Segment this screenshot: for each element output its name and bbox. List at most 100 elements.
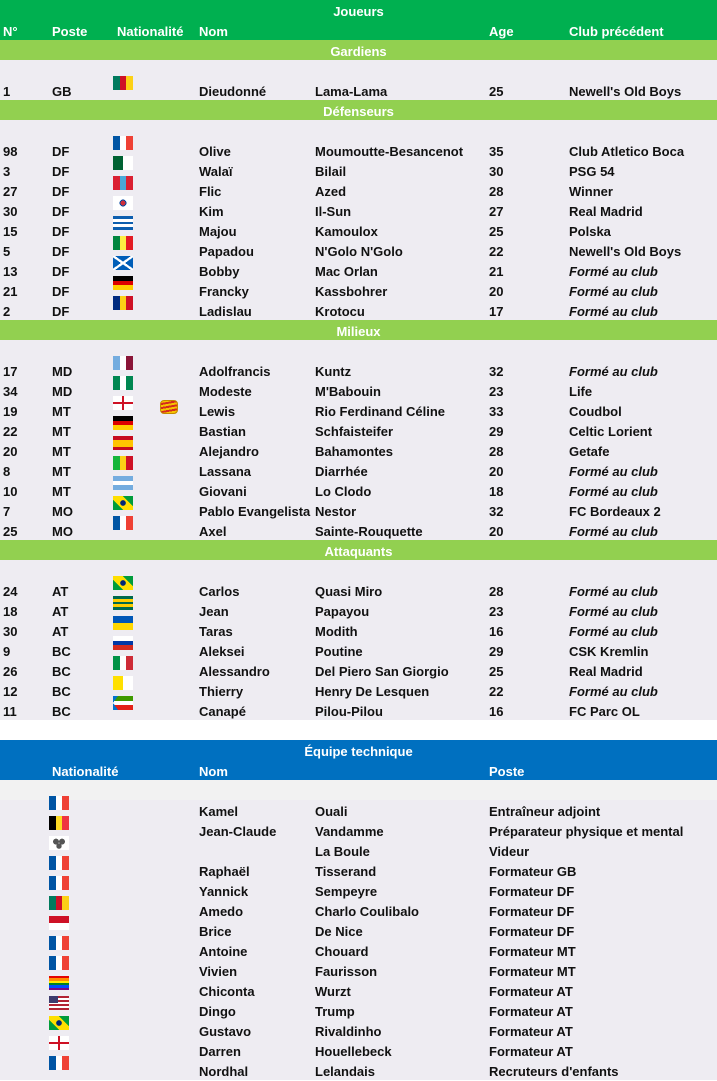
player-last-name[interactable]: Schfaisteifer [315, 424, 394, 439]
staff-first-name[interactable]: Antoine [199, 944, 248, 959]
player-last-name[interactable]: Moumoutte-Besancenot [315, 144, 464, 159]
player-previous-club[interactable]: Formé au club [569, 304, 658, 319]
staff-first-name[interactable]: Kamel [199, 804, 239, 819]
player-previous-club[interactable]: Formé au club [569, 524, 658, 539]
column-header-nom[interactable]: Nom [199, 764, 228, 779]
staff-role[interactable]: Formateur DF [489, 924, 575, 939]
column-header-poste[interactable]: Poste [52, 24, 88, 39]
player-first-name[interactable]: Alejandro [199, 444, 259, 459]
player-first-name[interactable]: Dieudonné [199, 84, 267, 99]
player-position[interactable]: DF [52, 264, 70, 279]
staff-last-name[interactable]: Houellebeck [315, 1044, 392, 1059]
player-previous-club[interactable]: Newell's Old Boys [569, 244, 682, 259]
player-previous-club[interactable]: Club Atletico Boca [569, 144, 685, 159]
column-header-nom[interactable]: Nom [199, 24, 228, 39]
player-first-name[interactable]: Ladislau [199, 304, 252, 319]
player-position[interactable]: DF [52, 244, 70, 259]
player-age[interactable]: 16 [489, 704, 504, 719]
player-previous-club[interactable]: Formé au club [569, 264, 658, 279]
player-previous-club[interactable]: Formé au club [569, 284, 658, 299]
player-last-name[interactable]: Il-Sun [315, 204, 352, 219]
player-first-name[interactable]: Carlos [199, 584, 240, 599]
player-last-name[interactable]: Azed [315, 184, 347, 199]
player-age[interactable]: 28 [489, 184, 504, 199]
player-number[interactable]: 2 [3, 304, 11, 319]
player-age[interactable]: 20 [489, 524, 504, 539]
player-first-name[interactable]: Alessandro [199, 664, 270, 679]
player-first-name[interactable]: Bobby [199, 264, 240, 279]
player-position[interactable]: MT [52, 444, 71, 459]
player-position[interactable]: MT [52, 424, 71, 439]
player-number[interactable]: 13 [3, 264, 18, 279]
player-position[interactable]: MT [52, 404, 71, 419]
player-previous-club[interactable]: Polska [569, 224, 611, 239]
player-previous-club[interactable]: Real Madrid [569, 204, 643, 219]
player-number[interactable]: 1 [3, 84, 11, 99]
section-title[interactable]: Milieux [336, 324, 381, 339]
column-header-nat[interactable]: Nationalité [52, 764, 119, 779]
staff-role[interactable]: Formateur AT [489, 1044, 573, 1059]
staff-role[interactable]: Formateur AT [489, 1024, 573, 1039]
player-number[interactable]: 15 [3, 224, 18, 239]
player-position[interactable]: DF [52, 164, 70, 179]
section-title[interactable]: Défenseurs [323, 104, 394, 119]
player-number[interactable]: 21 [3, 284, 18, 299]
player-last-name[interactable]: Kuntz [315, 364, 352, 379]
player-number[interactable]: 26 [3, 664, 18, 679]
player-number[interactable]: 19 [3, 404, 18, 419]
player-number[interactable]: 8 [3, 464, 11, 479]
player-first-name[interactable]: Bastian [199, 424, 246, 439]
staff-role[interactable]: Formateur AT [489, 1004, 573, 1019]
staff-last-name[interactable]: Lelandais [315, 1064, 375, 1079]
player-previous-club[interactable]: Formé au club [569, 584, 658, 599]
staff-last-name[interactable]: Trump [315, 1004, 355, 1019]
player-first-name[interactable]: Olive [199, 144, 231, 159]
player-position[interactable]: DF [52, 204, 70, 219]
player-age[interactable]: 20 [489, 284, 504, 299]
player-number[interactable]: 30 [3, 204, 18, 219]
player-previous-club[interactable]: PSG 54 [569, 164, 615, 179]
player-age[interactable]: 17 [489, 304, 504, 319]
player-first-name[interactable]: Lassana [199, 464, 252, 479]
player-position[interactable]: MD [52, 364, 73, 379]
staff-first-name[interactable]: Amedo [199, 904, 244, 919]
player-previous-club[interactable]: Formé au club [569, 684, 658, 699]
player-last-name[interactable]: Kassbohrer [315, 284, 388, 299]
player-last-name[interactable]: Pilou-Pilou [315, 704, 383, 719]
player-first-name[interactable]: Giovani [199, 484, 247, 499]
player-age[interactable]: 22 [489, 684, 504, 699]
player-last-name[interactable]: Kamoulox [315, 224, 378, 239]
player-previous-club[interactable]: Celtic Lorient [569, 424, 653, 439]
player-position[interactable]: MT [52, 484, 71, 499]
column-header-club[interactable]: Club précédent [569, 24, 664, 39]
player-position[interactable]: BC [52, 684, 71, 699]
player-number[interactable]: 5 [3, 244, 11, 259]
player-first-name[interactable]: Canapé [199, 704, 246, 719]
staff-first-name[interactable]: Nordhal [199, 1064, 249, 1079]
staff-first-name[interactable]: Yannick [199, 884, 249, 899]
player-number[interactable]: 27 [3, 184, 18, 199]
player-position[interactable]: AT [52, 624, 69, 639]
column-header-age[interactable]: Age [489, 24, 514, 39]
player-first-name[interactable]: Aleksei [199, 644, 245, 659]
staff-first-name[interactable]: Vivien [199, 964, 238, 979]
player-age[interactable]: 25 [489, 84, 504, 99]
staff-role[interactable]: Formateur GB [489, 864, 577, 879]
player-position[interactable]: DF [52, 184, 70, 199]
player-position[interactable]: MD [52, 384, 73, 399]
staff-last-name[interactable]: Faurisson [315, 964, 378, 979]
staff-first-name[interactable]: Gustavo [199, 1024, 252, 1039]
player-last-name[interactable]: Lama-Lama [315, 84, 388, 99]
player-first-name[interactable]: Papadou [199, 244, 254, 259]
player-first-name[interactable]: Flic [199, 184, 222, 199]
player-previous-club[interactable]: Formé au club [569, 624, 658, 639]
player-previous-club[interactable]: Life [569, 384, 593, 399]
player-last-name[interactable]: Bilail [315, 164, 347, 179]
player-first-name[interactable]: Axel [199, 524, 227, 539]
player-number[interactable]: 3 [3, 164, 11, 179]
column-header-nat[interactable]: Nationalité [117, 24, 184, 39]
player-number[interactable]: 34 [3, 384, 18, 399]
player-number[interactable]: 7 [3, 504, 11, 519]
player-previous-club[interactable]: Formé au club [569, 604, 658, 619]
player-previous-club[interactable]: Winner [569, 184, 613, 199]
